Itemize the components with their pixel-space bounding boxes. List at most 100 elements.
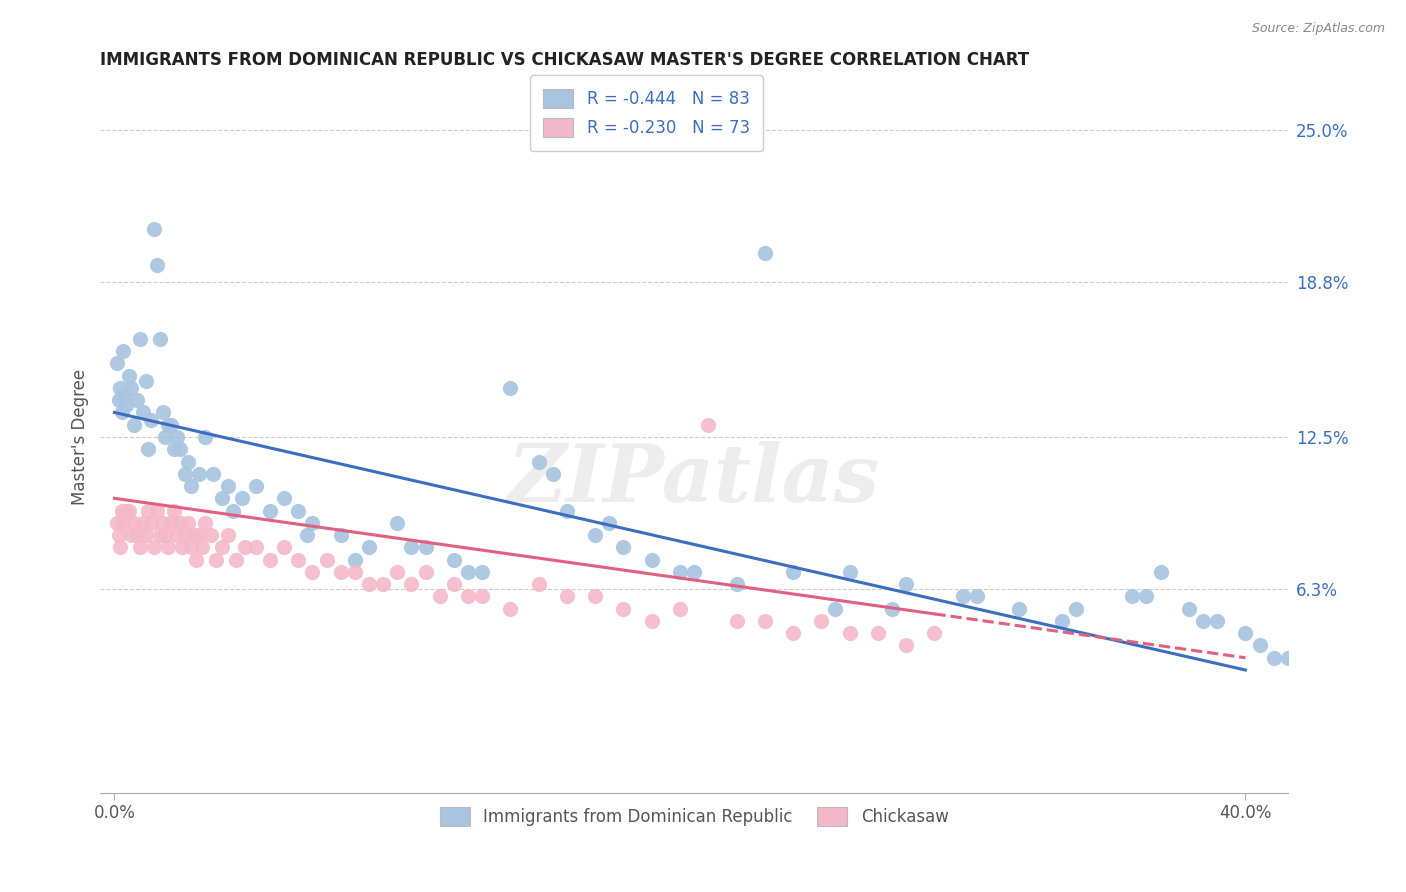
Point <box>155 430 177 444</box>
Point <box>1121 590 1143 604</box>
Point <box>127 528 149 542</box>
Point <box>1008 601 1031 615</box>
Point <box>371 577 394 591</box>
Point <box>329 528 352 542</box>
Point <box>132 405 155 419</box>
Point <box>111 516 134 530</box>
Text: ZIPatlas: ZIPatlas <box>508 441 880 518</box>
Point <box>114 503 136 517</box>
Point <box>146 258 169 272</box>
Point <box>180 479 202 493</box>
Point <box>225 552 247 566</box>
Point <box>107 393 129 408</box>
Point <box>824 601 846 615</box>
Point <box>754 614 776 628</box>
Point <box>166 528 188 542</box>
Point <box>683 565 706 579</box>
Point <box>287 552 309 566</box>
Point <box>222 503 245 517</box>
Point <box>641 614 664 628</box>
Point <box>952 590 974 604</box>
Point <box>1206 614 1229 628</box>
Point <box>782 565 804 579</box>
Point <box>697 417 720 432</box>
Point <box>152 516 174 530</box>
Point <box>583 528 606 542</box>
Point <box>1064 601 1087 615</box>
Point <box>110 405 132 419</box>
Point <box>598 516 620 530</box>
Point <box>429 590 451 604</box>
Point <box>183 528 205 542</box>
Point <box>110 503 132 517</box>
Point <box>108 541 131 555</box>
Point <box>1135 590 1157 604</box>
Point <box>138 442 160 457</box>
Point <box>233 541 256 555</box>
Point <box>200 528 222 542</box>
Point <box>132 516 155 530</box>
Legend: Immigrants from Dominican Republic, Chickasaw: Immigrants from Dominican Republic, Chic… <box>432 798 957 834</box>
Point <box>202 467 225 481</box>
Point <box>143 221 166 235</box>
Point <box>287 503 309 517</box>
Point <box>301 516 323 530</box>
Point <box>205 552 228 566</box>
Point <box>894 639 917 653</box>
Point <box>273 491 295 506</box>
Point <box>612 601 634 615</box>
Point <box>301 565 323 579</box>
Point <box>838 626 860 640</box>
Point <box>211 491 233 506</box>
Point <box>443 577 465 591</box>
Point <box>259 503 281 517</box>
Point <box>112 388 135 402</box>
Point <box>443 552 465 566</box>
Point <box>105 356 128 370</box>
Point <box>231 491 253 506</box>
Point <box>1263 650 1285 665</box>
Point <box>120 528 142 542</box>
Point <box>866 626 889 640</box>
Point <box>172 541 194 555</box>
Point <box>152 405 174 419</box>
Point <box>471 565 494 579</box>
Point <box>191 541 214 555</box>
Text: IMMIGRANTS FROM DOMINICAN REPUBLIC VS CHICKASAW MASTER'S DEGREE CORRELATION CHAR: IMMIGRANTS FROM DOMINICAN REPUBLIC VS CH… <box>100 51 1029 69</box>
Point <box>157 541 180 555</box>
Point <box>117 503 139 517</box>
Point <box>357 541 380 555</box>
Point <box>211 541 233 555</box>
Point <box>135 374 157 388</box>
Point <box>343 552 366 566</box>
Point <box>401 541 423 555</box>
Point <box>527 577 550 591</box>
Point <box>149 332 172 346</box>
Point <box>135 528 157 542</box>
Point <box>541 467 564 481</box>
Point <box>555 503 578 517</box>
Point <box>1277 650 1299 665</box>
Point <box>725 577 748 591</box>
Point <box>155 528 177 542</box>
Point <box>169 442 191 457</box>
Point <box>315 552 337 566</box>
Text: Source: ZipAtlas.com: Source: ZipAtlas.com <box>1251 22 1385 36</box>
Point <box>120 381 142 395</box>
Point <box>245 479 267 493</box>
Point <box>555 590 578 604</box>
Point <box>143 541 166 555</box>
Point <box>169 516 191 530</box>
Point <box>415 541 437 555</box>
Point <box>124 516 146 530</box>
Point <box>160 516 183 530</box>
Y-axis label: Master's Degree: Master's Degree <box>72 369 89 505</box>
Point <box>194 516 217 530</box>
Point <box>141 413 163 427</box>
Point <box>754 246 776 260</box>
Point <box>188 528 211 542</box>
Point <box>401 577 423 591</box>
Point <box>127 393 149 408</box>
Point <box>111 344 134 359</box>
Point <box>180 541 202 555</box>
